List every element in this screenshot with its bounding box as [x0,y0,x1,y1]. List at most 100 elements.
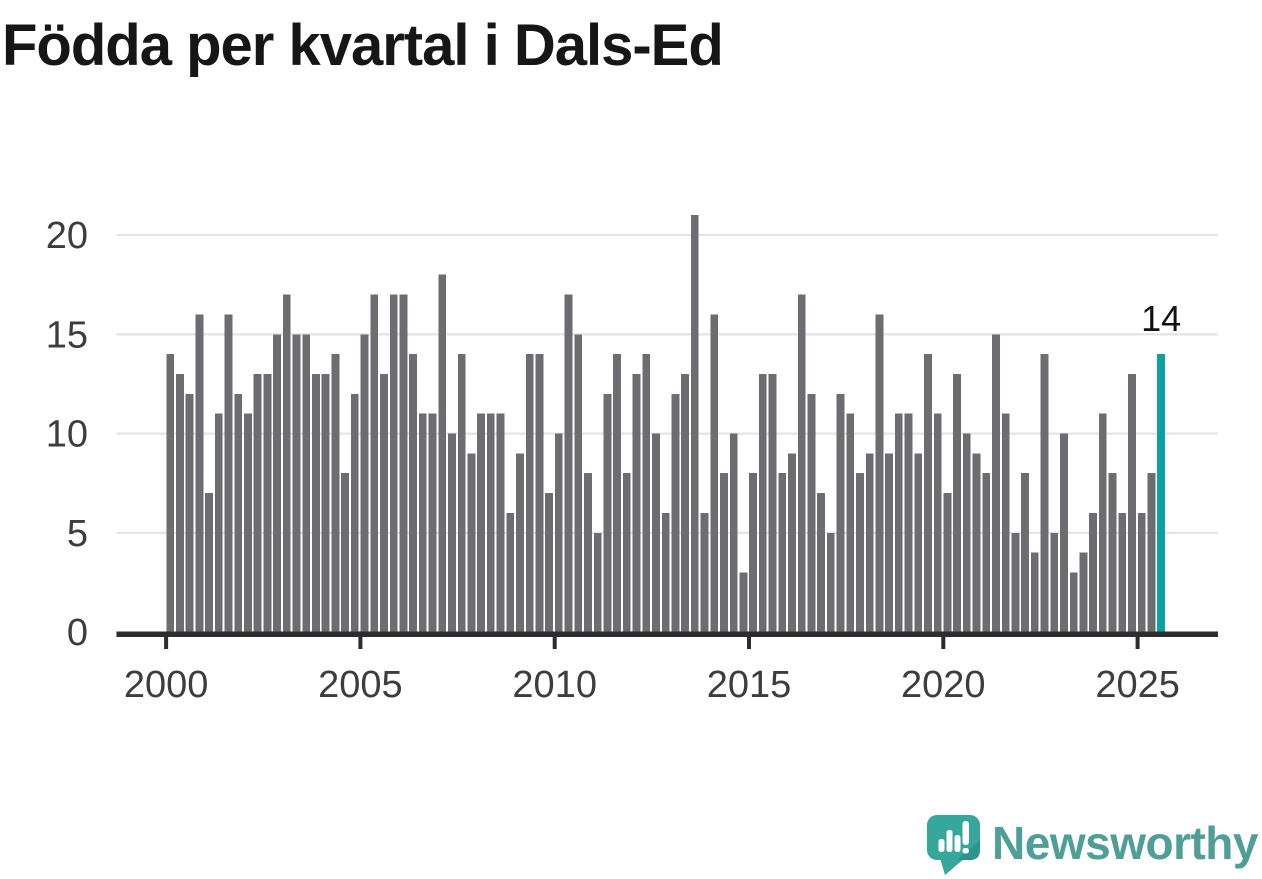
y-tick-label-5: 5 [67,513,88,555]
bar-2019-q4 [933,413,942,632]
bar-2000-q3 [185,393,194,632]
bar-2002-q1 [244,413,252,632]
bar-2006-q1 [399,294,408,632]
bar-2020-q2 [953,373,962,632]
bar-2021-q4 [1011,532,1020,632]
bars-group [166,215,1166,632]
bar-2006-q4 [428,413,437,632]
bar-2004-q2 [331,354,340,632]
bar-2004-q4 [350,393,359,632]
newsworthy-speech-bubble-chart-icon [927,815,981,875]
bar-2011-q1 [593,532,602,632]
bar-2017-q4 [856,473,864,632]
bar-2011-q2 [603,393,612,632]
y-tick-label-10: 10 [46,414,88,456]
gridline-y-20 [116,234,1218,237]
bar-2024-q2 [1108,473,1117,632]
bar-2019-q1 [904,413,913,632]
bar-2009-q4 [545,493,553,632]
bar-2003-q2 [292,334,301,632]
bar-2023-q4 [1089,512,1098,632]
bar-2014-q1 [710,314,719,632]
bar-2002-q4 [273,334,281,632]
bar-2007-q2 [448,433,456,632]
bar-2013-q2 [681,373,689,632]
x-tick-2015 [747,637,751,649]
x-tick-label-2020: 2020 [901,664,986,706]
bar-2013-q4 [700,512,709,632]
bar-2012-q4 [661,512,670,632]
x-tick-2010 [552,637,557,649]
bar-2020-q4 [972,453,981,632]
bar-2017-q1 [826,532,835,632]
x-tick-label-2025: 2025 [1095,664,1180,706]
bar-2004-q1 [321,373,330,632]
y-tick-label-0: 0 [67,612,88,654]
bar-2025-q1 [1137,512,1146,632]
last-value-annotation: 14 [1141,298,1181,339]
bar-2023-q3 [1079,552,1088,632]
bar-2010-q1 [554,433,563,632]
bar-2016-q3 [807,393,816,632]
x-tick-label-2000: 2000 [124,664,209,706]
bar-2000-q4 [195,314,204,632]
x-tick-label-2005: 2005 [318,664,403,706]
bar-2021-q1 [982,473,991,632]
bar-2017-q3 [846,413,855,632]
bar-2002-q2 [253,373,262,632]
bar-2016-q4 [817,493,825,632]
y-tick-label-15: 15 [46,314,88,356]
bar-2008-q4 [506,512,515,632]
bar-2001-q4 [234,393,243,632]
bar-2021-q3 [1001,413,1010,632]
bar-2007-q3 [457,354,466,632]
bar-2011-q4 [622,473,631,632]
x-tick-2005 [358,637,363,649]
bar-2015-q1 [749,473,757,632]
bar-2015-q4 [778,473,787,632]
bar-2007-q1 [438,274,447,632]
gridline-y-10 [116,432,1218,435]
bar-2006-q2 [409,354,417,632]
bar-2003-q1 [282,294,291,632]
bar-2010-q3 [574,334,583,632]
bar-2022-q2 [1030,552,1039,632]
bar-2008-q2 [486,413,495,632]
bar-2005-q2 [370,294,379,632]
bar-2006-q3 [418,413,427,632]
bar-2024-q4 [1128,373,1136,632]
bar-2017-q2 [836,393,845,632]
x-tick-2020 [941,637,946,649]
newsworthy-logo: Newsworthy [924,812,1258,878]
bar-2001-q1 [205,493,213,632]
x-tick-2000 [164,637,169,649]
bar-2013-q1 [671,393,680,632]
x-tick-2025 [1135,637,1140,649]
bar-2001-q2 [214,413,223,632]
bar-2018-q1 [865,453,874,632]
bar-2012-q2 [642,354,651,632]
bar-2021-q2 [992,334,1000,632]
bar-2022-q3 [1040,354,1049,632]
bar-2022-q1 [1021,473,1030,632]
y-tick-label-20: 20 [46,215,88,257]
bar-2002-q3 [263,373,272,632]
bar-2018-q3 [885,453,894,632]
bar-2008-q3 [496,413,505,632]
bar-2020-q3 [962,433,971,632]
bar-2009-q1 [516,453,524,632]
bar-2009-q3 [535,354,544,632]
bar-2015-q2 [758,373,767,632]
bar-2010-q4 [584,473,592,632]
bar-2005-q4 [389,294,398,632]
bar-2010-q2 [564,294,573,632]
bar-2001-q3 [224,314,233,632]
bar-2012-q3 [652,433,660,632]
bar-2005-q3 [380,373,388,632]
bar-2019-q3 [924,354,932,632]
bar-2025-q2 [1147,473,1156,632]
bar-2024-q1 [1098,413,1107,632]
bar-2007-q4 [467,453,476,632]
